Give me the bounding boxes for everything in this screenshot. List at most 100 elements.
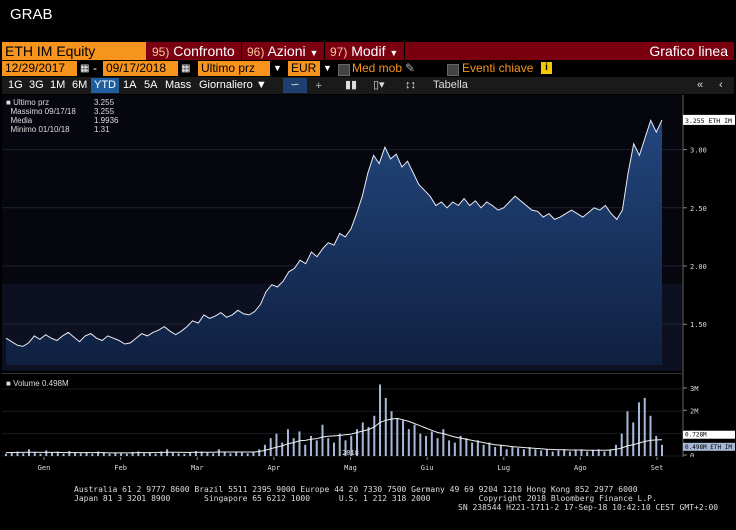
footer-line: Japan 81 3 3201 8900 Singapore 65 6212 1…	[74, 494, 657, 503]
price-chart[interactable]	[2, 95, 682, 371]
price-tick-label: 3.00	[690, 147, 707, 155]
volume-last-tag	[683, 442, 735, 451]
volume-bar	[321, 424, 324, 456]
x-tick-label: Mar	[191, 464, 204, 472]
volume-bar	[74, 452, 77, 456]
chevron-left-icon[interactable]: ‹	[719, 79, 723, 91]
field-select[interactable]: Ultimo prz	[198, 61, 270, 76]
volume-bar	[258, 449, 261, 456]
period-6m[interactable]: 6M	[72, 79, 88, 91]
candlestick-icon[interactable]: ▯▾	[373, 79, 385, 91]
volume-bar	[275, 433, 278, 456]
volume-bar	[419, 433, 422, 456]
volume-bar	[442, 429, 445, 456]
volume-bar	[448, 440, 451, 456]
calendar-icon[interactable]: ▦	[181, 63, 191, 74]
volume-bar	[396, 418, 399, 456]
chevron-down-icon[interactable]: ▼	[323, 63, 332, 73]
frequency-select[interactable]: Giornaliero ▼	[196, 78, 270, 93]
volume-bar	[453, 442, 456, 456]
volume-bar	[45, 450, 48, 456]
modif-label: Modif	[351, 43, 386, 59]
start-date-field[interactable]: 12/29/2017	[2, 61, 77, 76]
volume-bar	[402, 420, 405, 456]
period-1g[interactable]: 1G	[8, 79, 23, 91]
volume-bar	[171, 452, 174, 456]
volume-tick-label: 0	[690, 452, 694, 457]
volume-bar	[125, 453, 128, 456]
volume-bar	[540, 450, 543, 456]
volume-bar	[10, 452, 13, 456]
volume-bar	[390, 411, 393, 456]
volume-bar	[379, 384, 382, 456]
volume-chart[interactable]: 2018	[2, 373, 682, 458]
divider	[404, 42, 405, 60]
last-price-label: 3.255 ETH IM	[685, 117, 732, 125]
period-1a[interactable]: 1A	[123, 79, 137, 91]
ohlc-icon[interactable]: ↕↕	[405, 79, 416, 91]
volume-bar	[16, 451, 19, 456]
volume-bar	[217, 449, 220, 456]
price-tick-label: 2.50	[690, 205, 707, 213]
pencil-icon[interactable]: ✎	[405, 61, 416, 75]
volume-bar	[143, 453, 146, 456]
x-tick-label: Giu	[421, 464, 434, 472]
volume-legend: ■ Volume 0.498M	[6, 379, 69, 388]
frequency-label: Giornaliero	[199, 79, 253, 91]
volume-bar	[361, 422, 364, 456]
volume-bar	[356, 429, 359, 456]
volume-bar	[373, 415, 376, 456]
chevron-down-icon[interactable]: ▼	[273, 63, 282, 73]
volume-bar	[97, 451, 100, 456]
chevron-down-icon: ▼	[309, 48, 319, 58]
confronto-menu[interactable]: 95) Confronto	[152, 42, 235, 60]
period-3g[interactable]: 3G	[29, 79, 44, 91]
volume-bar	[580, 449, 583, 456]
volume-bar	[574, 450, 577, 456]
volume-ma-label: 0.728M	[685, 432, 707, 439]
med-mob-checkbox[interactable]	[338, 64, 350, 76]
volume-bar	[229, 453, 232, 456]
volume-bar	[436, 438, 439, 456]
period-5a[interactable]: 5A	[144, 79, 158, 91]
info-icon[interactable]: i	[541, 62, 552, 74]
volume-bar	[62, 453, 65, 456]
period-mass[interactable]: Mass	[165, 79, 192, 91]
volume-bar	[252, 451, 255, 456]
currency-select[interactable]: EUR	[288, 61, 320, 76]
tabella-button[interactable]: Tabella	[433, 79, 468, 91]
toolbar	[2, 77, 734, 94]
volume-bar	[407, 429, 410, 456]
calendar-icon[interactable]: ▦	[80, 63, 90, 74]
legend-row: Minimo 01/10/18 1.31	[10, 125, 110, 134]
volume-bar	[563, 449, 566, 456]
end-date-field[interactable]: 09/17/2018	[103, 61, 178, 76]
crosshair-icon[interactable]: ⧾	[316, 79, 322, 91]
med-mob-label: Med mob	[352, 61, 403, 75]
period-1m[interactable]: 1M	[50, 79, 66, 91]
volume-bar	[108, 453, 111, 456]
volume-bar	[367, 426, 370, 456]
volume-bar	[338, 433, 341, 456]
bar-chart-icon[interactable]: ▮▮	[345, 79, 358, 91]
chevron-down-icon: ▼	[389, 48, 399, 58]
volume-bar	[614, 444, 617, 456]
volume-ma-line	[6, 417, 663, 454]
modif-menu[interactable]: 97) Modif ▼	[330, 42, 398, 60]
volume-bar	[281, 442, 284, 456]
footer-line: Australia 61 2 9777 8600 Brazil 5511 239…	[74, 485, 638, 494]
confronto-num: 95)	[152, 45, 170, 59]
azioni-menu[interactable]: 96) Azioni ▼	[247, 42, 318, 60]
volume-bar	[499, 444, 502, 456]
volume-bar	[517, 448, 520, 456]
period-ytd[interactable]: YTD	[91, 78, 119, 93]
ticker-field[interactable]: ETH IM Equity	[2, 42, 146, 60]
rewind-icon[interactable]: «	[697, 79, 704, 91]
volume-bar	[425, 435, 428, 456]
line-chart-icon[interactable]: ∽	[283, 78, 307, 93]
price-chart-svg	[2, 95, 682, 371]
volume-bar	[5, 453, 7, 456]
right-axis: 3.002.502.001.503.255 ETH IM3M2M1M00.728…	[682, 95, 735, 457]
eventi-checkbox[interactable]	[447, 64, 459, 76]
volume-bar	[333, 442, 335, 456]
